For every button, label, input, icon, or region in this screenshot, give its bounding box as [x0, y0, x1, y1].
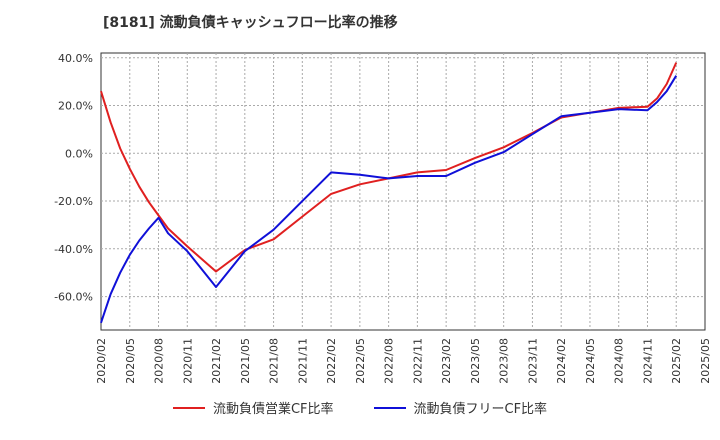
x-tick-label: 2020/05	[124, 338, 137, 384]
x-tick-label: 2025/05	[699, 338, 712, 384]
legend-item-free-cf: 流動負債フリーCF比率	[373, 398, 548, 417]
y-tick-label: -60.0%	[54, 291, 93, 304]
legend: 流動負債営業CF比率 流動負債フリーCF比率	[0, 398, 720, 417]
x-tick-label: 2023/05	[469, 338, 482, 384]
x-tick-label: 2022/08	[383, 338, 396, 384]
legend-swatch-free-cf	[373, 406, 406, 409]
legend-item-operating-cf: 流動負債営業CF比率	[172, 398, 334, 417]
y-tick-label: -40.0%	[54, 243, 93, 256]
x-tick-label: 2024/08	[613, 338, 626, 384]
x-tick-label: 2023/11	[526, 338, 539, 384]
x-tick-label: 2023/02	[440, 338, 453, 384]
x-tick-label: 2024/02	[555, 338, 568, 384]
legend-swatch-operating-cf	[172, 406, 205, 409]
x-tick-label: 2024/11	[641, 338, 654, 384]
y-tick-label: 0.0%	[65, 147, 93, 160]
x-tick-label: 2020/08	[153, 338, 166, 384]
x-tick-label: 2024/05	[584, 338, 597, 384]
legend-label-operating-cf: 流動負債営業CF比率	[212, 402, 334, 417]
x-tick-label: 2020/02	[95, 338, 108, 384]
y-tick-label: 20.0%	[58, 100, 93, 113]
x-tick-label: 2021/05	[239, 338, 252, 384]
x-tick-label: 2025/02	[670, 338, 683, 384]
x-tick-label: 2023/08	[498, 338, 511, 384]
x-tick-label: 2021/02	[210, 338, 223, 384]
x-tick-label: 2021/08	[268, 338, 281, 384]
x-tick-label: 2022/05	[354, 338, 367, 384]
legend-label-free-cf: 流動負債フリーCF比率	[413, 402, 548, 417]
plot-area	[100, 52, 706, 331]
y-tick-label: 40.0%	[58, 52, 93, 65]
x-tick-label: 2021/11	[296, 338, 309, 384]
x-tick-label: 2020/11	[181, 338, 194, 384]
chart-title: [8181] 流動負債キャッシュフロー比率の推移	[103, 15, 398, 31]
series-line-1	[100, 75, 678, 324]
y-tick-label: -20.0%	[54, 195, 93, 208]
x-tick-label: 2022/11	[411, 338, 424, 384]
x-tick-label: 2022/02	[325, 338, 338, 384]
